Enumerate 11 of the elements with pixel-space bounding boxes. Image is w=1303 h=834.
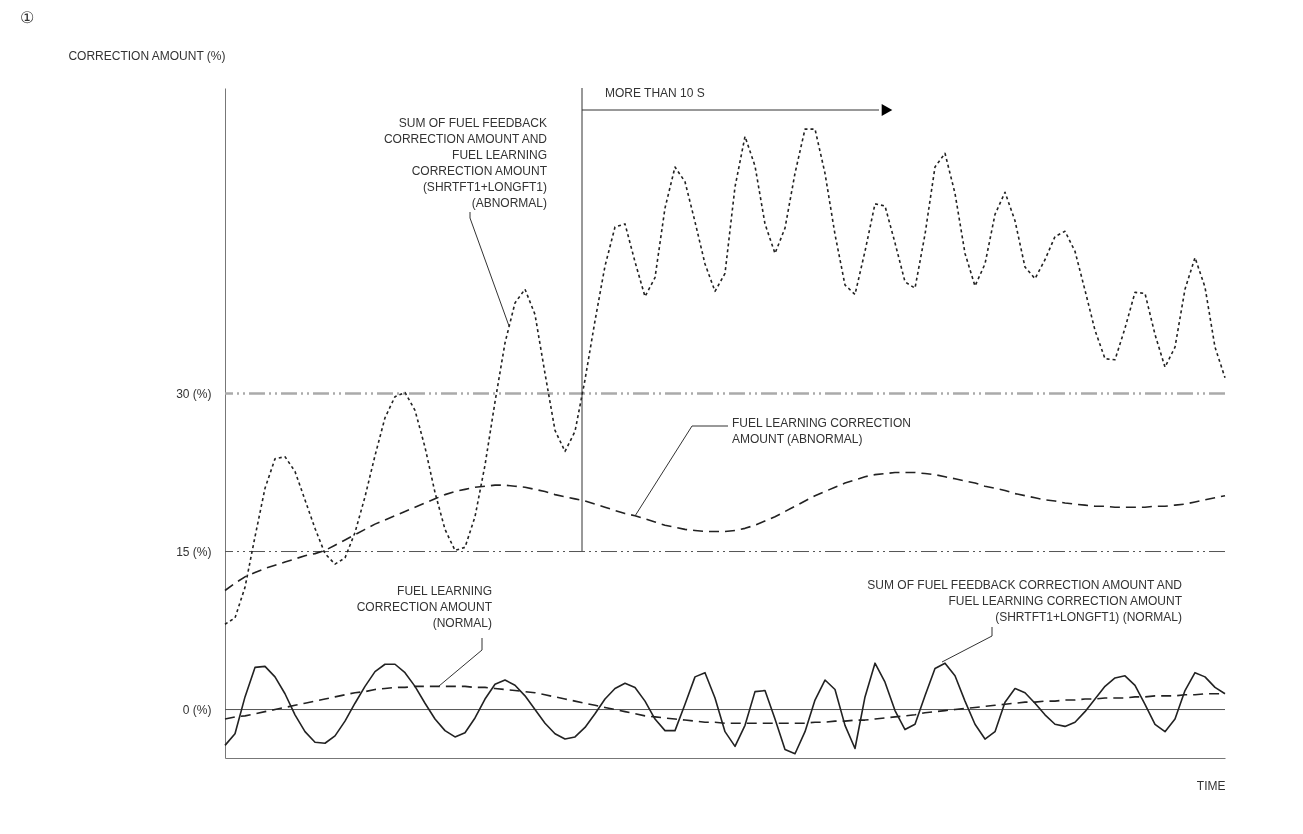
annotation: MORE THAN 10 S	[605, 86, 705, 100]
annotation: SUM OF FUEL FEEDBACK CORRECTION AMOUNT AND FUEL LEARNING CORRECTION AMOUNT (SHRTFT1+LONGFT1) (NORMAL)	[867, 578, 1183, 624]
annotation: SUM OF FUEL FEEDBACK CORRECTION AMOUNT AND FUEL LEARNING CORRECTION AMOUNT (SHRTFT1+LONGFT1) (ABNORMAL)	[383, 116, 548, 210]
text: ①	[20, 9, 34, 26]
annotation: FUEL LEARNING CORRECTION AMOUNT (NORMAL)	[356, 584, 493, 630]
y-tick-label: 15 (%)	[176, 545, 212, 560]
annotation: FUEL LEARNING CORRECTION AMOUNT (ABNORMAL)	[732, 416, 911, 446]
y-tick-label: 30 (%)	[176, 387, 212, 401]
y-axis-title: CORRECTION AMOUNT (%)	[68, 48, 226, 63]
y-tick-label: 0 (%)	[182, 703, 212, 718]
x-axis-title: TIME	[1196, 778, 1226, 793]
